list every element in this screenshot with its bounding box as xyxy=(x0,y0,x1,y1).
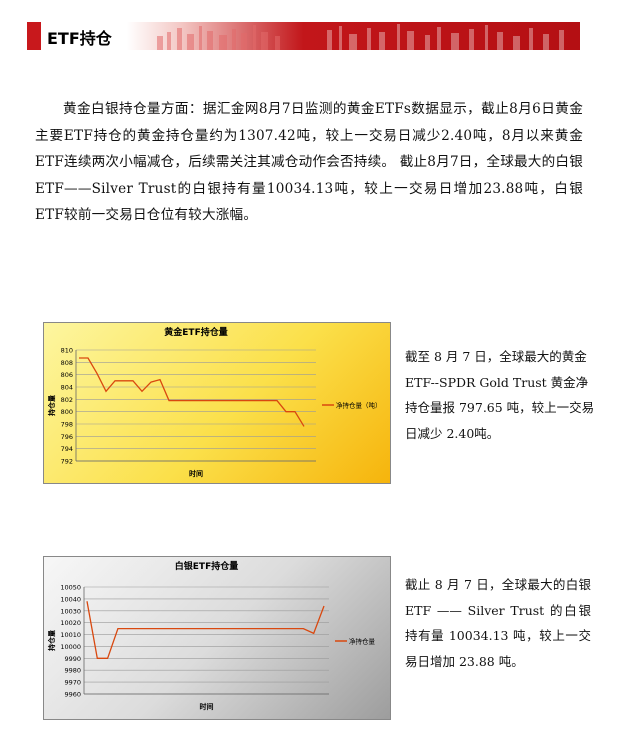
y-tick-label: 794 xyxy=(61,445,73,453)
legend-label: 净持仓量（吨） xyxy=(336,401,382,410)
series-line xyxy=(86,601,325,659)
section-banner: ETF持仓 xyxy=(27,22,580,50)
y-tick-label: 10020 xyxy=(60,619,81,627)
x-axis-label: 时间 xyxy=(200,702,214,711)
x-axis-label: 时间 xyxy=(189,469,203,478)
y-tick-label: 806 xyxy=(61,371,73,379)
y-tick-label: 808 xyxy=(61,359,73,367)
y-tick-label: 810 xyxy=(61,347,73,355)
silver-etf-note: 截止 8 月 7 日，全球最大的白银 ETF —— Silver Trust 的… xyxy=(405,577,591,669)
y-tick-label: 9980 xyxy=(64,667,81,675)
banner-red-tab xyxy=(27,22,41,50)
y-tick-label: 10010 xyxy=(60,631,81,639)
gold-etf-note: 截至 8 月 7 日，全球最大的黄金 ETF--SPDR Gold Trust … xyxy=(405,349,595,441)
y-tick-label: 796 xyxy=(61,433,73,441)
chart-title: 黄金ETF持仓量 xyxy=(164,326,227,338)
y-tick-label: 9960 xyxy=(64,691,81,699)
gold-etf-chart-svg: 黄金ETF持仓量 810 808 806 804 802 800 798 796 794 792 持仓… xyxy=(47,326,382,478)
silver-etf-chart: 白银ETF持仓量 10050 10040 10030 10020 10010 10000 99… xyxy=(43,556,391,720)
y-tick-label: 802 xyxy=(61,396,73,404)
y-tick-label: 10000 xyxy=(60,643,81,651)
y-axis-label: 持仓量 xyxy=(47,395,56,416)
y-tick-label: 800 xyxy=(61,408,73,416)
series-line xyxy=(79,357,305,427)
section-title: ETF持仓 xyxy=(47,29,112,48)
y-tick-label: 10050 xyxy=(60,584,81,592)
y-axis-label: 持仓量 xyxy=(47,630,56,651)
legend-label: 净持仓量 xyxy=(349,637,376,646)
intro-paragraph: 黄金白银持仓量方面：据汇金网8月7日监测的黄金ETFs数据显示，截止8月6日黄金… xyxy=(35,101,583,223)
gold-etf-chart: 黄金ETF持仓量 810 808 806 804 802 800 798 796 794 792 持仓… xyxy=(43,322,391,484)
y-tick-label: 804 xyxy=(61,384,73,392)
y-tick-label: 792 xyxy=(61,458,73,466)
y-tick-label: 10040 xyxy=(60,595,81,603)
y-tick-label: 9970 xyxy=(64,679,81,687)
chart-title: 白银ETF持仓量 xyxy=(175,560,238,572)
y-tick-label: 798 xyxy=(61,421,73,429)
y-tick-label: 9990 xyxy=(64,655,81,663)
city-skyline-decoration xyxy=(157,24,564,50)
y-tick-label: 10030 xyxy=(60,607,81,615)
silver-etf-chart-svg: 白银ETF持仓量 10050 10040 10030 10020 10010 10000 99… xyxy=(47,560,376,711)
